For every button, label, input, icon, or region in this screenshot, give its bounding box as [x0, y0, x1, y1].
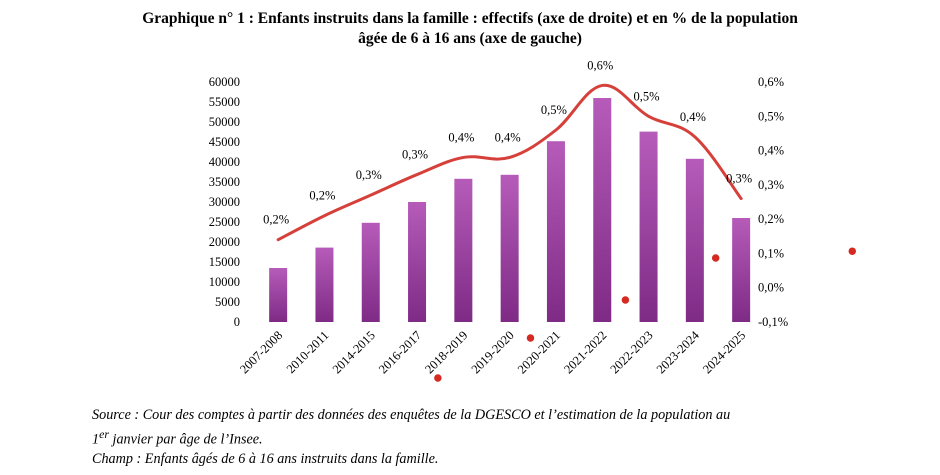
bar-2021-2022 [593, 98, 612, 322]
bar-2022-2023 [639, 131, 658, 322]
line-data-label: 0,3% [726, 172, 752, 186]
left-axis-tick-label: 0 [234, 315, 240, 329]
bar-2010-2011 [315, 247, 334, 322]
bar-2019-2020 [500, 174, 519, 322]
chart-notes: Source : Cour des comptes à partir des d… [92, 406, 872, 469]
left-axis-tick-label: 30000 [209, 195, 240, 209]
line-data-label: 0,4% [680, 110, 706, 124]
source-note-line-1: Source : Cour des comptes à partir des d… [92, 407, 731, 423]
line-data-label: 0,2% [309, 189, 335, 203]
bar-2014-2015 [361, 222, 380, 322]
chart-title-line-2: âgée de 6 à 16 ans (axe de gauche) [358, 30, 582, 47]
x-axis-tick-label: 2019-2020 [469, 328, 517, 376]
source-note-line-2: 1er janvier par âge de l’Insee. [92, 425, 872, 450]
line-data-label: 0,5% [634, 89, 660, 103]
chart-title-line-1: Graphique n° 1 : Enfants instruits dans … [142, 10, 798, 27]
bar-2020-2021 [546, 141, 565, 322]
percentage-line [276, 83, 743, 242]
right-axis-tick-label: 0,4% [758, 144, 784, 158]
bar-2016-2017 [408, 202, 427, 322]
line-data-label: 0,4% [495, 130, 521, 144]
left-axis-tick-label: 15000 [209, 255, 240, 269]
right-axis-tick-label: 0,3% [758, 178, 784, 192]
stray-marker-dot [620, 294, 631, 306]
right-axis-tick-label: -0,1% [758, 315, 788, 329]
line-data-label: 0,3% [356, 168, 382, 182]
stray-marker-dot [525, 332, 536, 344]
x-axis-tick-label: 2007-2008 [237, 328, 285, 376]
right-axis-tick-label: 0,2% [758, 212, 784, 226]
line-data-label: 0,5% [541, 103, 567, 117]
bar-2023-2024 [685, 158, 704, 322]
x-axis-tick-label: 2014-2015 [330, 328, 378, 376]
right-axis-tick-label: 0,5% [758, 109, 784, 123]
x-axis-tick-label: 2016-2017 [376, 328, 424, 376]
left-axis-tick-label: 35000 [209, 175, 240, 189]
stray-marker-dot [432, 372, 444, 384]
bar-2018-2019 [454, 178, 473, 322]
right-axis-tick-label: 0,6% [758, 75, 784, 89]
left-axis-tick-label: 40000 [209, 155, 240, 169]
source-date-number: 1 [92, 431, 100, 448]
x-axis-tick-label: 2018-2019 [422, 328, 470, 376]
left-axis-tick-label: 10000 [209, 275, 240, 289]
line-data-label: 0,3% [402, 148, 428, 162]
source-date-rest: janvier par âge de l’Insee. [108, 431, 263, 448]
line-data-label: 0,4% [448, 130, 474, 144]
source-date-suffix: er [99, 427, 109, 441]
chart-title: Graphique n° 1 : Enfants instruits dans … [0, 9, 940, 49]
left-axis-tick-label: 20000 [209, 235, 240, 249]
x-axis-tick-label: 2020-2021 [515, 328, 563, 376]
x-axis-tick-label: 2010-2011 [284, 328, 332, 376]
bar-2024-2025 [732, 218, 751, 322]
left-axis-tick-label: 25000 [209, 215, 240, 229]
stray-marker-dot [710, 252, 721, 264]
right-axis-tick-label: 0,0% [758, 281, 784, 295]
left-axis-tick-label: 45000 [209, 135, 240, 149]
line-data-label: 0,2% [263, 213, 289, 227]
left-axis-tick-label: 50000 [209, 115, 240, 129]
x-axis-tick-label: 2023-2024 [654, 328, 703, 377]
bar-2007-2008 [269, 268, 288, 322]
right-axis-tick-label: 0,1% [758, 246, 784, 260]
line-data-label: 0,6% [587, 58, 613, 72]
x-axis-tick-label: 2024-2025 [700, 328, 748, 376]
left-axis-tick-label: 60000 [209, 75, 240, 89]
left-axis-tick-label: 5000 [215, 295, 240, 309]
champ-note: Champ : Enfants âgés de 6 à 16 ans instr… [92, 450, 439, 467]
stray-marker-dot [847, 245, 858, 257]
left-axis-tick-label: 55000 [209, 95, 240, 109]
x-axis-tick-label: 2021-2022 [561, 328, 609, 376]
x-axis-tick-label: 2022-2023 [607, 328, 655, 376]
